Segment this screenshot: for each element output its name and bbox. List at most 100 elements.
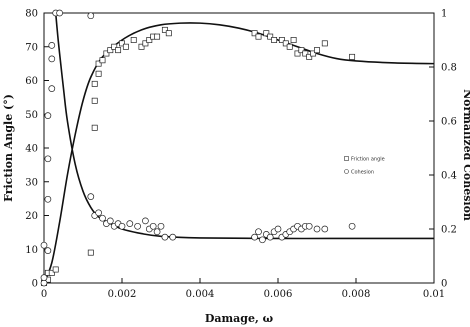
friction-angle-point <box>161 26 168 33</box>
friction-angle-point <box>294 50 301 57</box>
friction-angle-point <box>310 50 317 57</box>
cohesion-point <box>321 225 329 233</box>
y-tick-label: 50 <box>25 110 38 121</box>
tick-labels: 0 0.002 0.004 0.006 0.008 0.01010203040506070… <box>25 9 457 301</box>
fit-curves <box>43 12 435 284</box>
cohesion-point <box>48 55 56 63</box>
cohesion-point <box>87 12 95 20</box>
friction-angle-point <box>91 124 98 131</box>
friction-angle-point <box>142 40 149 47</box>
cohesion-point <box>87 193 95 200</box>
friction-angle-point <box>286 43 293 50</box>
cohesion-point <box>44 195 52 203</box>
friction-angle-point <box>107 47 114 54</box>
friction-angle-point <box>52 266 59 273</box>
legend-square-marker <box>344 156 349 161</box>
cohesion-point <box>44 155 52 163</box>
y2-tick-label: 0.2 <box>441 225 457 236</box>
friction-angle-point <box>48 269 55 276</box>
cohesion-point <box>118 222 126 230</box>
cohesion-point <box>153 228 161 236</box>
friction-angle-point <box>130 37 137 43</box>
x-tick-label: 0 <box>41 289 47 300</box>
cohesion-point <box>274 225 282 233</box>
cohesion-point <box>99 214 106 222</box>
friction-angle-point <box>165 30 172 37</box>
friction-angle-point <box>138 43 145 50</box>
cohesion-point <box>348 222 356 230</box>
cohesion-point <box>44 112 52 119</box>
cohesion-point <box>169 233 177 241</box>
x-tick-label: 0.002 <box>108 289 137 300</box>
y-tick-label: 40 <box>25 144 38 155</box>
legend-circle-marker <box>344 169 349 174</box>
cohesion-point <box>48 85 56 92</box>
cohesion-point <box>40 241 48 249</box>
cohesion-point <box>106 217 114 225</box>
friction-angle-point <box>267 33 274 40</box>
x-tick-label: 0.004 <box>186 289 215 300</box>
data-markers <box>40 9 356 287</box>
friction-angle-point <box>87 249 94 256</box>
friction-angle-point <box>314 47 320 54</box>
friction-angle-point <box>111 43 118 50</box>
legend-label-friction: Friction angle <box>351 157 385 163</box>
friction-angle-point <box>115 47 122 54</box>
cohesion-fit-curve <box>54 12 434 240</box>
y2-tick-label: 0.8 <box>441 63 457 74</box>
friction-angle-point <box>271 37 278 43</box>
friction-angle-point <box>302 50 309 57</box>
legend-label-cohesion: Cohesion <box>351 170 374 176</box>
friction-angle-point <box>95 70 102 77</box>
friction-angle-point <box>122 43 129 50</box>
friction-angle-point <box>282 40 289 47</box>
tick-marks <box>43 12 435 284</box>
cohesion-point <box>251 233 258 241</box>
cohesion-point <box>48 42 56 49</box>
cohesion-point <box>44 247 52 254</box>
cohesion-point <box>255 228 262 236</box>
cohesion-point <box>157 222 165 230</box>
y-tick-label: 60 <box>25 76 38 87</box>
y-tick-label: 80 <box>25 9 38 20</box>
y-tick-label: 0 <box>32 279 38 290</box>
y2-tick-label: 0.6 <box>441 117 457 128</box>
friction-angle-point <box>321 40 328 47</box>
x-tick-label: 0.01 <box>423 289 445 300</box>
cohesion-point <box>259 236 266 244</box>
friction-angle-point <box>290 37 297 43</box>
friction-angle-point <box>298 47 305 54</box>
x-tick-label: 0.008 <box>342 289 371 300</box>
y-tick-label: 10 <box>25 245 38 256</box>
y2-axis-title: Normalized Cohesion <box>461 89 470 221</box>
friction-angle-point <box>154 33 161 40</box>
cohesion-point <box>56 9 63 17</box>
y-axis-title: Friction Angle (°) <box>2 94 15 202</box>
cohesion-point <box>95 209 102 217</box>
friction-angle-point <box>349 53 356 60</box>
friction-angle-point <box>251 30 258 37</box>
cohesion-point <box>149 222 157 230</box>
cohesion-point <box>266 233 274 241</box>
friction-fit-curve <box>43 22 435 284</box>
y2-tick-label: 0 <box>441 279 447 290</box>
cohesion-point <box>142 217 149 225</box>
cohesion-point <box>313 225 321 233</box>
cohesion-point <box>134 222 141 230</box>
friction-angle-point <box>263 30 270 37</box>
x-tick-label: 0.006 <box>264 289 293 300</box>
friction-angle-point <box>119 40 125 47</box>
cohesion-point <box>305 222 313 230</box>
friction-angle-point <box>278 37 285 43</box>
friction-angle-point <box>306 53 313 60</box>
legend: Friction angle Cohesion <box>344 156 385 176</box>
y-tick-label: 30 <box>25 177 38 188</box>
friction-angle-point <box>91 97 98 104</box>
friction-angle-point <box>103 50 110 57</box>
y2-tick-label: 0.4 <box>441 171 457 182</box>
plot-frame <box>43 12 435 284</box>
friction-angle-point <box>255 33 262 40</box>
cohesion-point <box>161 233 169 241</box>
cohesion-point <box>126 220 134 227</box>
